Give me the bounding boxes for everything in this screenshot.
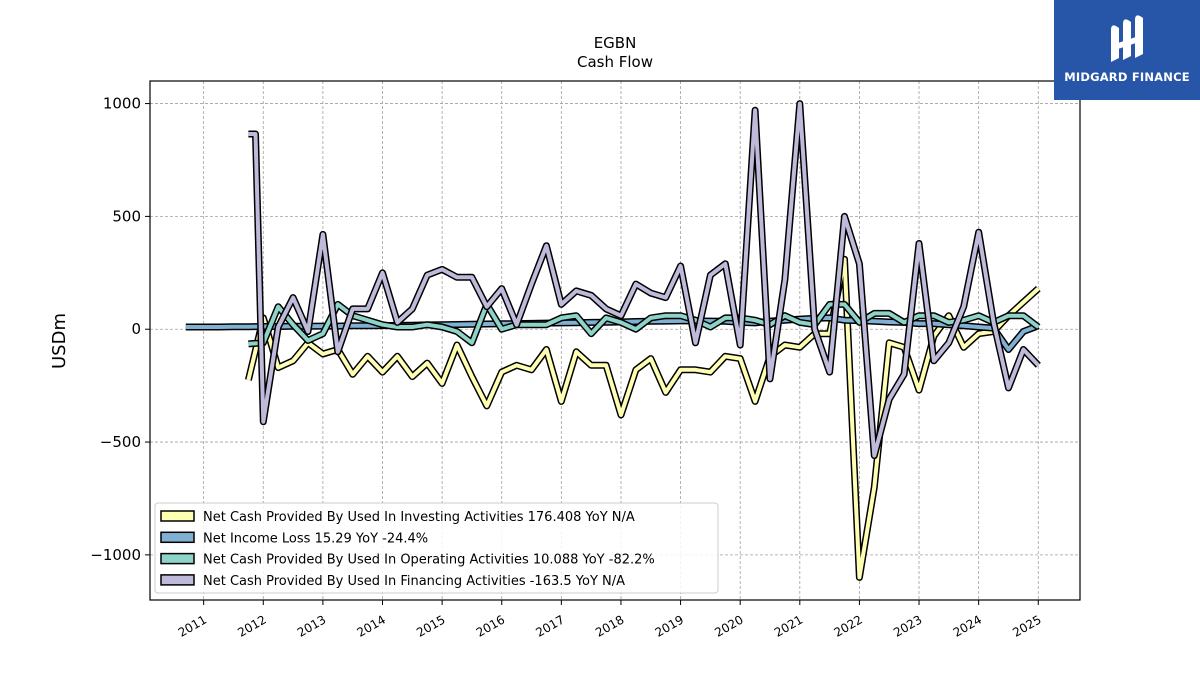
series-line-4 xyxy=(248,100,1041,460)
x-tick-label: 2020 xyxy=(712,612,745,639)
legend: Net Cash Provided By Used In Investing A… xyxy=(154,502,719,594)
x-tick-label: 2024 xyxy=(951,612,984,639)
midgard-logo-icon xyxy=(1111,15,1143,62)
x-tick-label: 2018 xyxy=(593,612,626,639)
legend-entry: Net Cash Provided By Used In Financing A… xyxy=(203,574,625,589)
y-tick-label: −500 xyxy=(100,433,141,451)
legend-swatch xyxy=(160,552,195,565)
legend-entry: Net Cash Provided By Used In Investing A… xyxy=(203,510,635,525)
brand-logo: MIDGARD FINANCE xyxy=(1054,0,1200,100)
legend-entry: Net Income Loss 15.29 YoY -24.4% xyxy=(203,531,428,546)
x-tick-label: 2013 xyxy=(295,612,328,639)
x-tick-label: 2021 xyxy=(772,612,805,639)
y-tick-label: 0 xyxy=(131,320,141,338)
y-tick-label: −1000 xyxy=(90,546,141,564)
plot-frame xyxy=(149,80,1081,601)
series-line xyxy=(248,302,1040,346)
legend-entry: Net Cash Provided By Used In Operating A… xyxy=(203,553,655,568)
x-tick-label: 2025 xyxy=(1010,612,1043,639)
x-tick-label: 2011 xyxy=(176,612,209,639)
brand-name: MIDGARD FINANCE xyxy=(1064,70,1190,84)
x-tick-label: 2014 xyxy=(355,612,388,639)
x-tick-label: 2012 xyxy=(235,612,268,639)
x-tick-label: 2022 xyxy=(831,612,864,639)
series-line-3 xyxy=(248,300,1041,348)
x-tick-label: 2019 xyxy=(653,612,686,639)
chart-subtitle: Cash Flow xyxy=(577,53,653,71)
y-tick-label: 500 xyxy=(112,207,141,225)
series-line xyxy=(248,101,1040,458)
legend-swatch xyxy=(160,574,195,586)
x-tick-label: 2015 xyxy=(414,612,447,639)
y-tick-label: 1000 xyxy=(103,95,141,113)
legend-swatch xyxy=(160,510,195,522)
series-outline xyxy=(248,100,1041,460)
series-layer xyxy=(185,100,1041,581)
x-tick-label: 2023 xyxy=(891,612,924,639)
x-tick-label: 2017 xyxy=(533,612,566,639)
legend-swatch xyxy=(160,531,195,544)
legend-box xyxy=(154,502,719,594)
chart-title: EGBN xyxy=(594,34,637,52)
y-axis-label: USDm xyxy=(49,313,70,369)
x-tick-label: 2016 xyxy=(474,612,507,639)
